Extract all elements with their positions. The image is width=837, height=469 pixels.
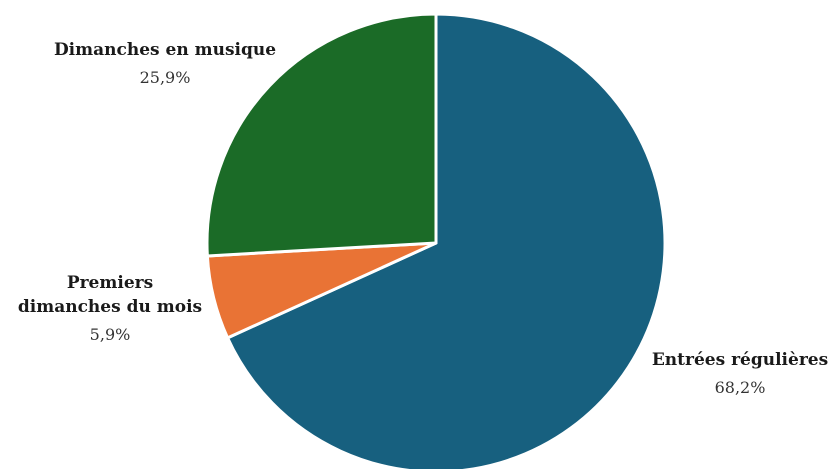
slice-value-label: 25,9% <box>140 68 191 87</box>
slice-label-2: Dimanches en musique 25,9% <box>54 40 276 87</box>
slice-value-label: 5,9% <box>90 325 131 344</box>
slice-label-0: Entrées régulières 68,2% <box>652 350 828 397</box>
slice-value-label: 68,2% <box>715 378 766 397</box>
slice-label-1: Premiers dimanches du mois 5,9% <box>18 273 202 344</box>
slice-label-name: Premiers <box>67 273 153 293</box>
pie-slice-0 <box>226 12 667 469</box>
slice-label-name: Dimanches en musique <box>54 40 276 60</box>
pie-slice-2 <box>205 12 438 258</box>
slice-label-name: Entrées régulières <box>652 350 828 370</box>
slice-label-name: dimanches du mois <box>18 297 202 317</box>
pie-slices <box>205 12 667 469</box>
slice-labels: Entrées régulières 68,2% Premiers dimanches… <box>18 40 828 397</box>
